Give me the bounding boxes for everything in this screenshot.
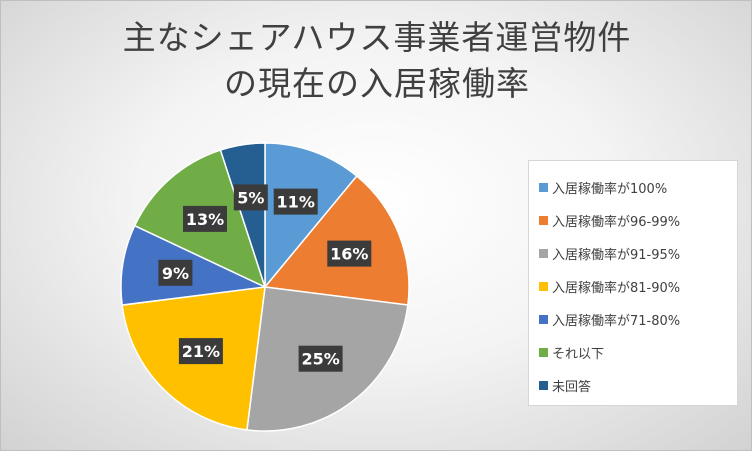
data-label-2: 16% <box>327 240 372 267</box>
legend-swatch <box>539 282 548 291</box>
data-label-7: 5% <box>233 184 268 211</box>
chart-legend: 入居稼働率が100% 入居稼働率が96-99% 入居稼働率が91-95% 入居稼働率が… <box>528 160 738 406</box>
legend-item-3: 入居稼働率が91-95% <box>539 237 737 270</box>
data-label-3: 25% <box>298 345 343 372</box>
chart-title-line-2: の現在の入居稼働率 <box>224 64 530 103</box>
pie-slice-7 <box>219 142 266 288</box>
legend-label: 入居稼働率が96-99% <box>552 215 681 230</box>
legend-label: 入居稼働率が91-95% <box>552 248 681 263</box>
legend-label: 入居稼働率が100% <box>552 182 668 197</box>
legend-swatch <box>539 249 548 258</box>
legend-swatch <box>539 348 548 357</box>
data-label-5: 9% <box>158 259 193 286</box>
legend-item-2: 入居稼働率が96-99% <box>539 204 737 237</box>
data-label-box <box>233 184 268 211</box>
legend-item-7: 未回答 <box>539 369 737 402</box>
chart-title-line-1: 主なシェアハウス事業者運営物件 <box>122 18 632 57</box>
data-label-text: 13% <box>186 210 224 229</box>
data-label-box <box>327 240 372 267</box>
legend-label: 入居稼働率が81-90% <box>552 281 681 296</box>
legend-swatch <box>539 183 548 192</box>
pie-slice-1 <box>264 142 358 290</box>
legend-item-4: 入居稼働率が81-90% <box>539 270 737 303</box>
legend-label: 未回答 <box>552 380 592 395</box>
data-label-4: 21% <box>178 338 223 365</box>
legend-item-5: 入居稼働率が71-80% <box>539 303 737 336</box>
data-label-box <box>158 259 193 286</box>
legend-item-1: 入居稼働率が100% <box>539 171 737 204</box>
data-label-box <box>298 345 343 372</box>
data-label-box <box>273 188 318 215</box>
data-label-text: 16% <box>330 245 368 264</box>
data-label-1: 11% <box>273 188 318 215</box>
legend-swatch <box>539 381 548 390</box>
data-label-text: 11% <box>277 193 315 212</box>
data-label-6: 13% <box>183 205 227 232</box>
legend-item-6: それ以下 <box>539 336 737 369</box>
legend-swatch <box>539 216 548 225</box>
legend-label: それ以下 <box>552 347 605 362</box>
data-label-box <box>183 205 227 232</box>
data-label-box <box>178 338 223 365</box>
data-label-text: 5% <box>237 188 264 207</box>
legend-swatch <box>539 315 548 324</box>
data-label-text: 9% <box>162 264 189 283</box>
chart-title: 主なシェアハウス事業者運営物件 の現在の入居稼働率 <box>1 15 752 107</box>
data-label-text: 25% <box>301 350 339 369</box>
data-label-text: 21% <box>182 342 220 361</box>
pie-slice-5 <box>120 224 268 306</box>
pie-slice-2 <box>263 174 410 306</box>
legend-label: 入居稼働率が71-80% <box>552 314 681 329</box>
